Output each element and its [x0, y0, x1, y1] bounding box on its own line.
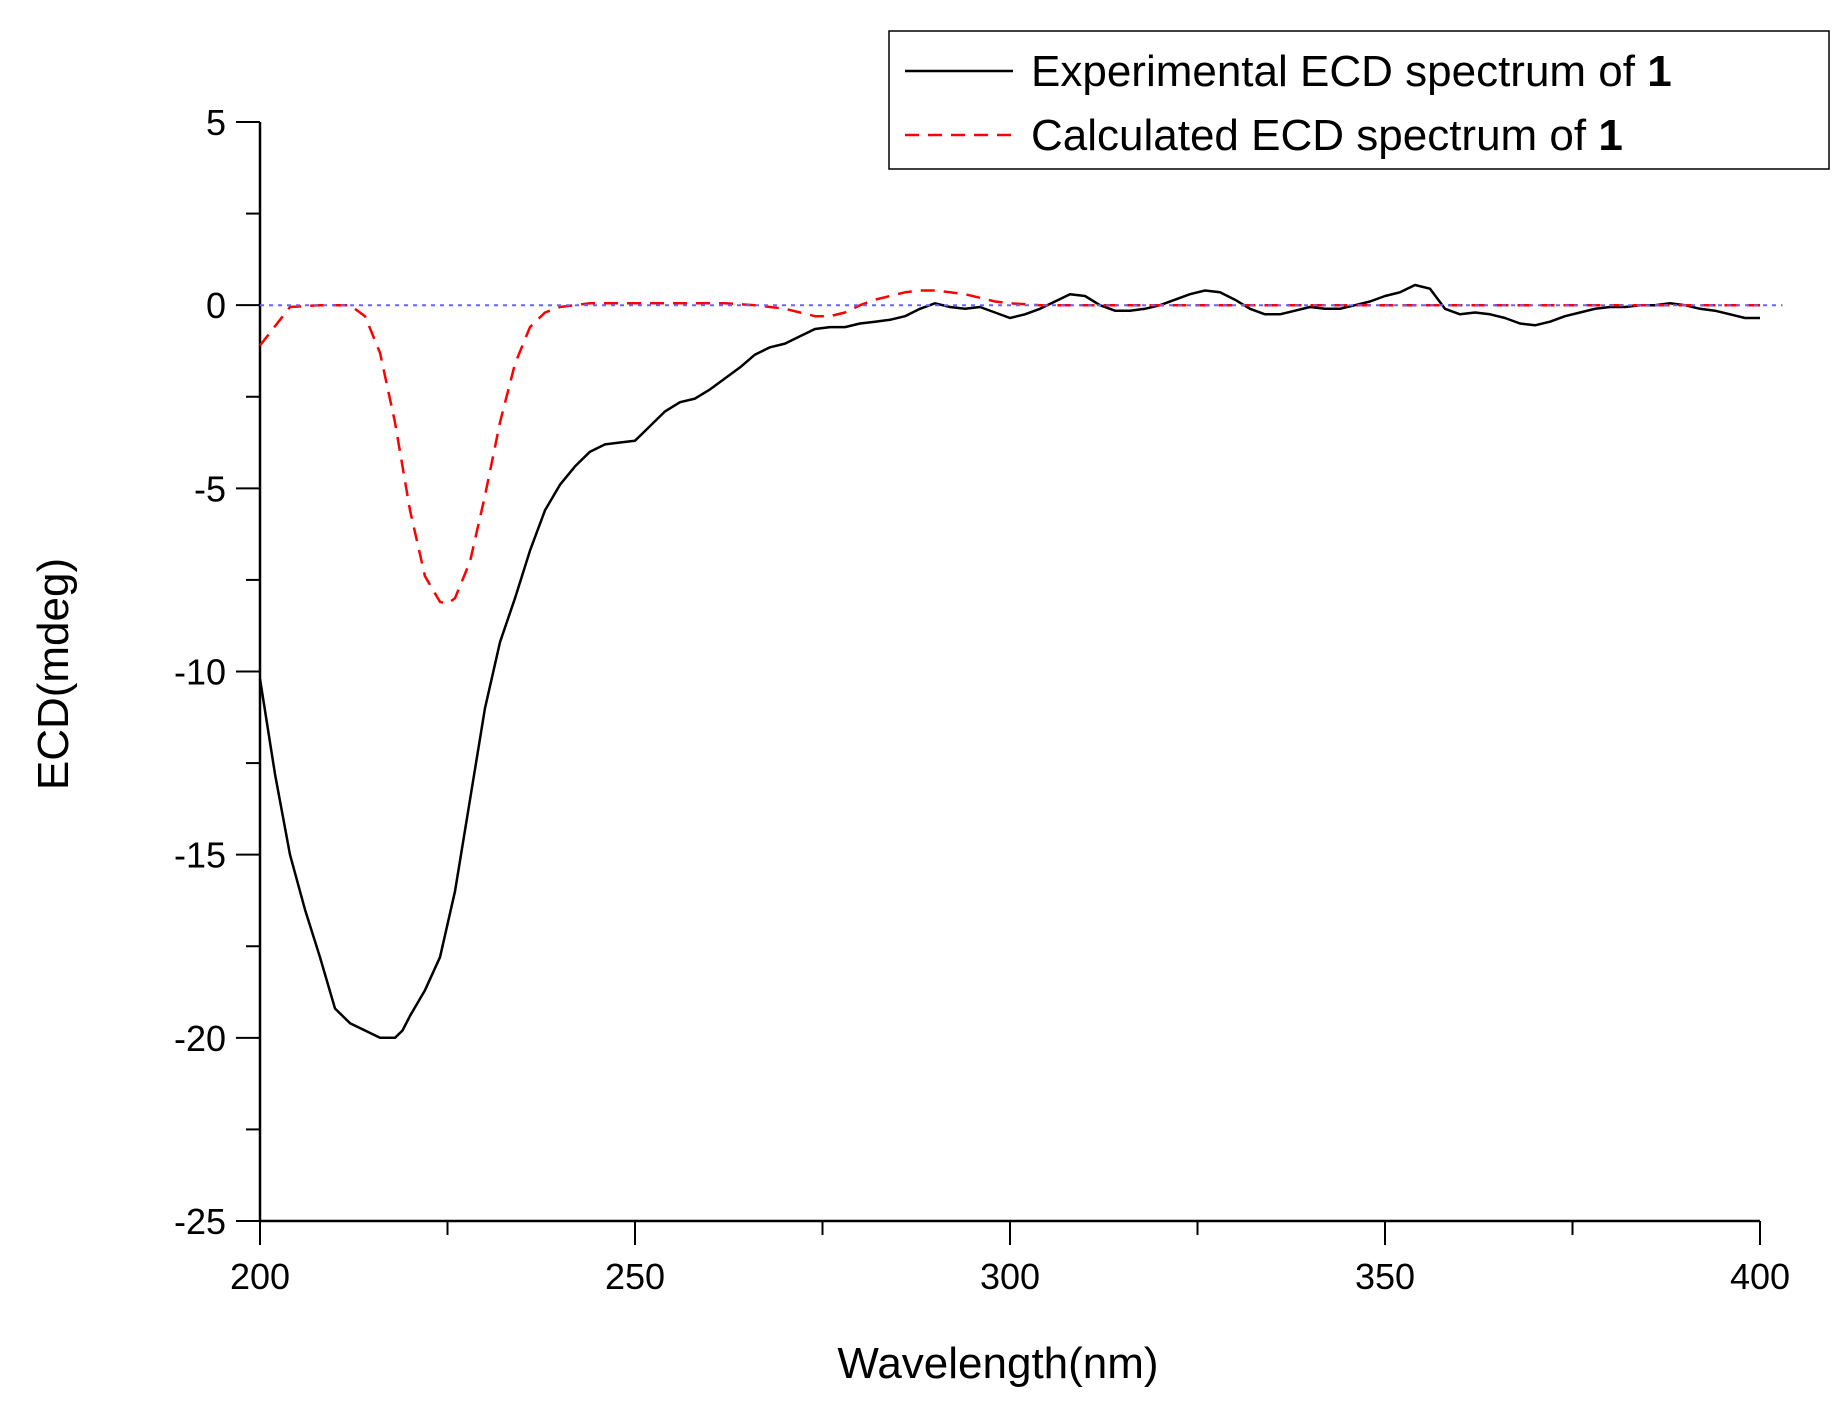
x-tick-label: 200	[230, 1256, 290, 1297]
experimental-ecd-line	[258, 283, 1760, 1040]
x-tick-label: 300	[980, 1256, 1040, 1297]
y-tick-label: -15	[174, 835, 226, 876]
y-tick-label: 5	[206, 102, 226, 143]
legend-entry-bold: 1	[1598, 111, 1622, 160]
legend-entry-text: Calculated ECD spectrum of	[1031, 111, 1598, 160]
x-axis-title: Wavelength(nm)	[837, 1339, 1158, 1388]
x-tick-label: 250	[605, 1256, 665, 1297]
series-layer	[258, 283, 1783, 1040]
legend-entry-bold: 1	[1647, 47, 1671, 96]
y-tick-label: -10	[174, 652, 226, 693]
x-tick-label: 400	[1730, 1256, 1790, 1297]
legend-box	[888, 30, 1830, 170]
legend-entry-label: Experimental ECD spectrum of 1	[1031, 47, 1672, 96]
legend-entry-label: Calculated ECD spectrum of 1	[1031, 111, 1623, 160]
y-tick-label: -25	[174, 1201, 226, 1242]
calculated-ecd-line	[259, 289, 1760, 605]
x-tick-label: 350	[1355, 1256, 1415, 1297]
y-tick-label: -20	[174, 1018, 226, 1059]
legend-entry-text: Experimental ECD spectrum of	[1031, 47, 1647, 96]
y-tick-label: 0	[206, 285, 226, 326]
y-tick-label: -5	[194, 468, 226, 509]
y-axis-title: ECD(mdeg)	[29, 558, 78, 790]
legend: Experimental ECD spectrum of 1Calculated…	[888, 30, 1830, 170]
